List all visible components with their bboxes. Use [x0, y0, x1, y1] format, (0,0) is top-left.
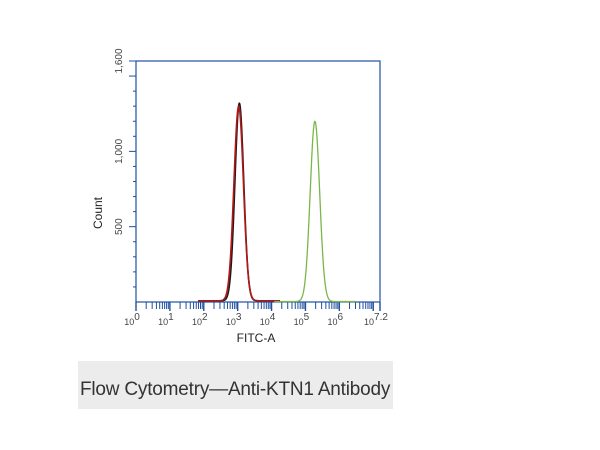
x-tick-label: 104: [260, 312, 276, 327]
x-tick-base: 10: [158, 317, 168, 327]
y-tick-label: 1,000: [114, 138, 125, 163]
x-axis-label: FITC-A: [237, 331, 276, 345]
x-tick-exponent: 5: [304, 312, 310, 323]
histogram-series-1: [198, 102, 281, 302]
x-tick-base: 10: [192, 317, 202, 327]
x-tick-exponent: 7.2: [374, 312, 388, 323]
x-tick-label: 101: [158, 312, 174, 327]
x-tick-base: 10: [226, 317, 236, 327]
x-tick-exponent: 0: [134, 312, 140, 323]
x-tick-label: 100: [124, 312, 140, 327]
x-tick-exponent: 6: [338, 312, 344, 323]
x-tick-base: 10: [260, 317, 270, 327]
x-tick-exponent: 2: [202, 312, 208, 323]
x-tick-exponent: 1: [168, 312, 174, 323]
x-tick-exponent: 4: [270, 312, 276, 323]
x-tick-exponent: 3: [236, 312, 242, 323]
caption-band: Flow Cytometry—Anti-KTN1 Antibody: [78, 361, 393, 409]
y-axis-label: Count: [91, 196, 105, 229]
x-tick-label: 102: [192, 312, 208, 327]
y-tick-label: 1,600: [114, 48, 125, 73]
x-tick-label: 103: [226, 312, 242, 327]
x-tick-base: 10: [294, 317, 304, 327]
figure-caption: Flow Cytometry—Anti-KTN1 Antibody: [80, 379, 391, 400]
x-tick-label: 106: [328, 312, 344, 327]
x-tick-base: 10: [124, 317, 134, 327]
histogram-series-2: [197, 105, 280, 302]
x-tick-base: 10: [328, 317, 338, 327]
histogram-series-3: [273, 120, 356, 303]
x-tick-label: 107.2: [364, 312, 388, 327]
x-tick-label: 105: [294, 312, 310, 327]
plot-frame: [135, 60, 381, 303]
y-tick-label: 500: [114, 218, 125, 235]
x-tick-base: 10: [364, 317, 374, 327]
